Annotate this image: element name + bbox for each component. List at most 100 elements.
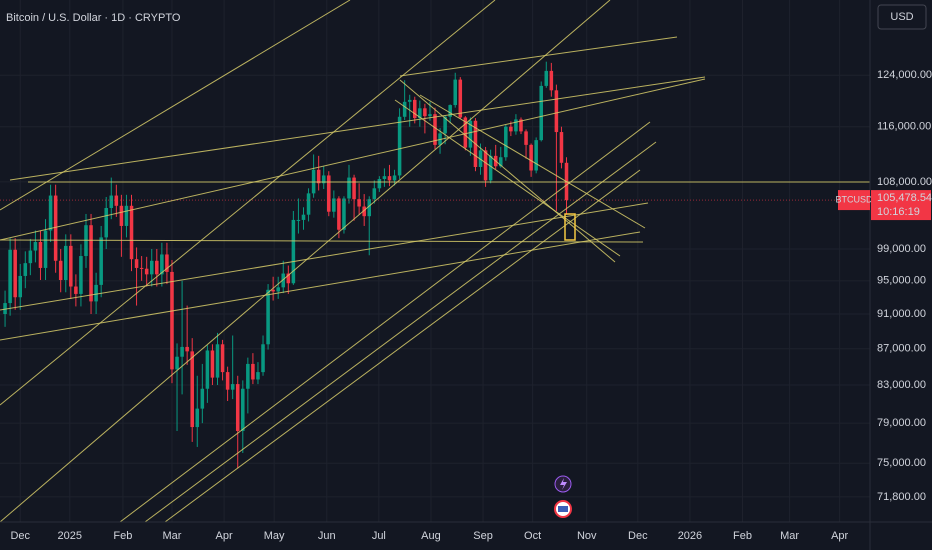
candle-body	[48, 195, 53, 231]
candle-body	[428, 114, 432, 117]
candle-body	[377, 178, 382, 189]
candle-body	[155, 260, 159, 275]
candle-body	[367, 199, 372, 217]
x-tick-label: Dec	[10, 530, 30, 542]
candle-body	[397, 116, 402, 176]
currency[interactable]: USD	[890, 11, 913, 23]
x-tick-label: Oct	[524, 530, 541, 542]
candle-body	[256, 372, 260, 380]
candle-body	[392, 175, 397, 181]
axes: 124,000.00 116,000.00 108,000.00 99,000.00 9…	[10, 69, 932, 542]
x-tick-label: Mar	[163, 530, 182, 542]
candle-body	[301, 214, 306, 220]
candle-body	[251, 363, 255, 380]
candle-body	[160, 254, 164, 275]
candle-body	[246, 363, 250, 389]
candle-body	[28, 250, 33, 264]
candle-body	[109, 195, 114, 209]
flag	[558, 506, 568, 512]
trend-line	[0, 78, 706, 241]
trend-line	[0, 0, 496, 406]
x-tick-label: Mar	[780, 530, 799, 542]
candle-body	[448, 105, 452, 117]
candle-body	[478, 150, 483, 167]
candle-body	[94, 284, 98, 302]
y-tick-label: 87,000.00	[877, 343, 926, 355]
x-tick-label: Feb	[113, 530, 132, 542]
y-tick-label: 71,800.00	[877, 491, 926, 503]
candle-body	[195, 408, 200, 428]
candle-body	[185, 346, 189, 352]
candle-body	[13, 249, 17, 298]
candle-body	[241, 388, 245, 431]
x-tick-label: Feb	[733, 530, 752, 542]
candle-body	[119, 205, 124, 226]
trend-line	[144, 141, 657, 523]
candle-body	[498, 157, 503, 167]
candle-body	[327, 175, 331, 212]
candle-body	[276, 287, 280, 292]
symbol-label: BTCUSD	[835, 194, 873, 204]
trend-line	[0, 0, 611, 523]
x-tick-label: Nov	[577, 530, 597, 542]
candle-body	[509, 126, 513, 132]
candle-body	[165, 254, 169, 272]
candle-body	[554, 90, 559, 133]
trend-line	[0, 0, 351, 211]
candle-body	[210, 350, 215, 378]
candle-body	[418, 108, 422, 119]
candle-body	[483, 150, 488, 181]
trend-line	[399, 79, 616, 263]
candle-body	[69, 245, 73, 287]
candle-body	[291, 219, 296, 284]
candle-body	[352, 177, 356, 200]
candle-body	[38, 242, 43, 268]
time-axis	[0, 522, 870, 550]
candle-body	[423, 108, 427, 117]
y-tick-label: 108,000.00	[877, 176, 932, 188]
candles	[0, 61, 870, 469]
price-tag	[871, 190, 931, 221]
trend-line	[394, 99, 621, 257]
candle-body	[134, 259, 139, 268]
candle-body	[458, 79, 463, 118]
candle-body	[124, 205, 129, 226]
candle-body	[281, 273, 286, 288]
candle-body	[337, 198, 341, 230]
candle-body	[412, 99, 417, 119]
candle-body	[549, 70, 554, 91]
candle-body	[407, 99, 412, 102]
trend-line	[0, 202, 649, 311]
candle-body	[200, 388, 205, 409]
candle-body	[402, 101, 407, 117]
y-tick-label: 116,000.00	[877, 121, 931, 133]
candle-body	[524, 131, 528, 145]
candle-body	[205, 350, 210, 389]
candle-body	[332, 198, 336, 212]
grid	[0, 0, 870, 522]
candle-body	[286, 273, 291, 284]
currency-button[interactable]	[877, 4, 927, 30]
candle-body	[529, 144, 533, 171]
countdown: 10:16:19	[877, 206, 920, 218]
candle-body	[23, 263, 28, 276]
candle-body	[271, 289, 275, 292]
trend-line	[164, 169, 641, 523]
candle-body	[74, 286, 78, 294]
candle-body	[18, 275, 23, 298]
y-tick-label: 99,000.00	[877, 243, 926, 255]
y-tick-label: 124,000.00	[877, 69, 932, 81]
candle-body	[139, 267, 144, 269]
candle-body	[443, 116, 447, 134]
candle-body	[357, 199, 361, 207]
trend-lines	[0, 0, 870, 523]
candle-body	[3, 303, 7, 315]
x-tick-label: Aug	[421, 530, 441, 542]
candle-body	[514, 119, 518, 132]
candle-body	[225, 372, 230, 390]
x-tick-label: 2026	[678, 530, 702, 542]
candle-body	[321, 175, 326, 184]
y-tick-label: 75,000.00	[877, 457, 926, 469]
candle-body	[175, 356, 179, 370]
candle-body	[261, 344, 265, 373]
